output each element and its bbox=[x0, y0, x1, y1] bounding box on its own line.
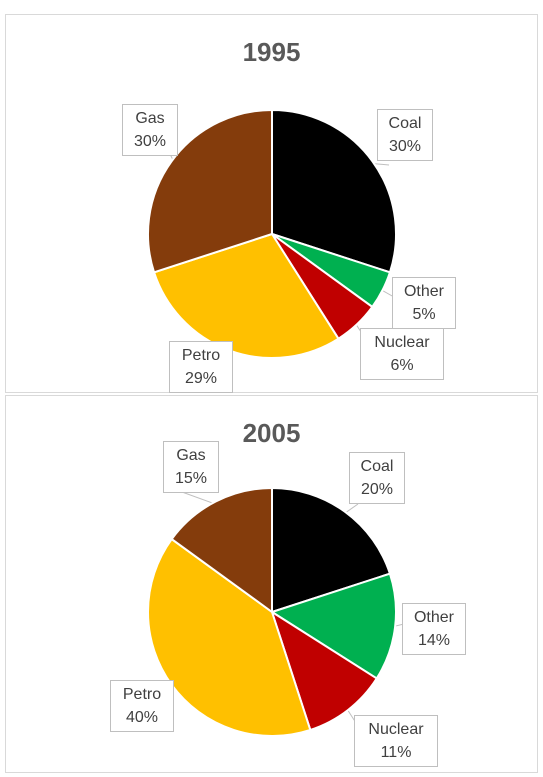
data-label-category: Petro bbox=[181, 347, 221, 364]
data-label-percent: 20% bbox=[360, 481, 394, 498]
data-label-category: Coal bbox=[360, 458, 394, 475]
data-label-percent: 6% bbox=[390, 357, 414, 374]
data-label-nuclear: Nuclear 6% bbox=[360, 328, 444, 380]
pie-slice-other bbox=[269, 572, 397, 680]
data-label-category: Nuclear bbox=[368, 721, 424, 738]
data-label-category: Coal bbox=[388, 115, 422, 132]
chart-title: 1995 bbox=[242, 37, 301, 67]
pie-chart-1995 bbox=[147, 108, 402, 359]
pie-chart-2005 bbox=[147, 486, 409, 737]
data-label-category: Other bbox=[413, 609, 454, 626]
chart-title: 2005 bbox=[242, 418, 301, 448]
data-label-category: Gas bbox=[135, 110, 165, 127]
data-label-percent: 15% bbox=[174, 470, 208, 487]
pie-slice-nuclear bbox=[270, 609, 379, 732]
data-label-category: Other bbox=[403, 283, 444, 300]
chart-panel-1995: 1995 Coal 30% Other 5% Nuclear 6% Petro 29% Gas 3… bbox=[5, 14, 538, 393]
data-label-percent: 40% bbox=[125, 709, 159, 726]
data-label-coal: Coal 30% bbox=[377, 109, 433, 161]
data-label-gas: Gas 15% bbox=[163, 441, 219, 493]
data-label-petro: Petro 29% bbox=[169, 341, 233, 393]
data-label-other: Other 5% bbox=[392, 277, 456, 329]
pie-slice-coal bbox=[271, 108, 397, 274]
data-label-percent: 11% bbox=[380, 744, 412, 761]
data-label-percent: 30% bbox=[388, 138, 422, 155]
data-label-category: Petro bbox=[122, 686, 162, 703]
data-label-gas: Gas 30% bbox=[122, 104, 178, 156]
data-label-percent: 5% bbox=[412, 306, 436, 323]
pie-slice-gas bbox=[147, 108, 273, 274]
chart-panel-2005: 2005 Coal 20% Other 14% Nuclear 11% Petro 40% Ga… bbox=[5, 395, 538, 773]
pie-slice-coal bbox=[271, 486, 392, 614]
data-label-percent: 29% bbox=[184, 370, 218, 387]
data-label-category: Nuclear bbox=[374, 334, 430, 351]
pie-slice-gas bbox=[170, 486, 273, 614]
data-label-percent: 14% bbox=[417, 632, 451, 649]
data-label-petro: Petro 40% bbox=[110, 680, 174, 732]
data-label-coal: Coal 20% bbox=[349, 452, 405, 504]
data-label-other: Other 14% bbox=[402, 603, 466, 655]
data-label-percent: 30% bbox=[133, 133, 167, 150]
data-label-category: Gas bbox=[176, 447, 206, 464]
data-label-nuclear: Nuclear 11% bbox=[354, 715, 438, 767]
